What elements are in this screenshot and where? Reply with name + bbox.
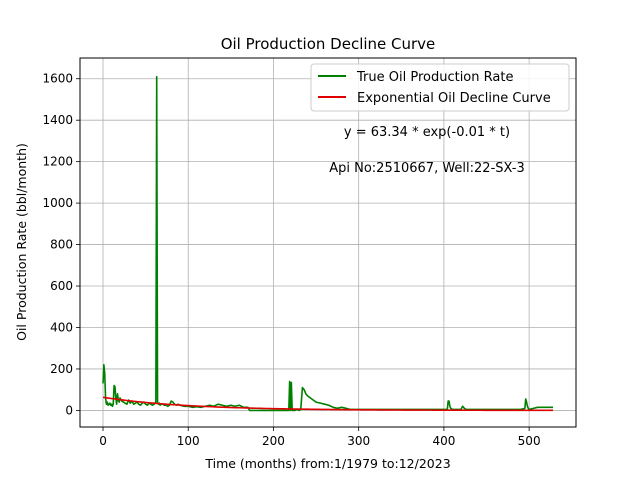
plot-series (102, 75, 553, 412)
chart-title: Oil Production Decline Curve (221, 35, 436, 53)
y-tick-label: 1000 (42, 196, 73, 210)
x-axis-ticks: 0 100 200 300 400 500 (99, 427, 541, 448)
y-tick-label: 1400 (42, 113, 73, 127)
legend-label-true-rate: True Oil Production Rate (356, 70, 513, 85)
x-tick-label: 300 (347, 434, 370, 448)
y-tick-label: 0 (65, 403, 73, 417)
y-tick-label: 200 (50, 362, 73, 376)
series-true-oil-production-rate (102, 75, 553, 412)
plot-frame (79, 57, 577, 428)
x-axis-label: Time (months) from:1/1979 to:12/2023 (204, 456, 450, 471)
series-exponential-oil-decline-curve (102, 396, 553, 412)
legend: True Oil Production Rate Exponential Oil… (310, 63, 570, 112)
legend-label-exp-curve: Exponential Oil Decline Curve (357, 91, 551, 106)
legend-box (310, 63, 570, 112)
x-tick-label: 400 (432, 434, 455, 448)
y-tick-label: 400 (50, 320, 73, 334)
y-tick-label: 1600 (42, 72, 73, 86)
well-annotation: Api No:2510667, Well:22-SX-3 (329, 161, 525, 176)
y-tick-label: 800 (50, 238, 73, 252)
y-axis-label: Oil Production Rate (bbl/month) (14, 143, 29, 341)
x-tick-label: 0 (99, 434, 107, 448)
equation-annotation: y = 63.34 * exp(-0.01 * t) (344, 125, 510, 140)
x-tick-label: 500 (518, 434, 541, 448)
x-tick-label: 200 (262, 434, 285, 448)
x-tick-label: 100 (177, 434, 200, 448)
y-tick-label: 600 (50, 279, 73, 293)
y-tick-label: 1200 (42, 155, 73, 169)
y-axis-ticks: 0 200 400 600 800 1000 1200 1400 1600 (42, 72, 80, 417)
